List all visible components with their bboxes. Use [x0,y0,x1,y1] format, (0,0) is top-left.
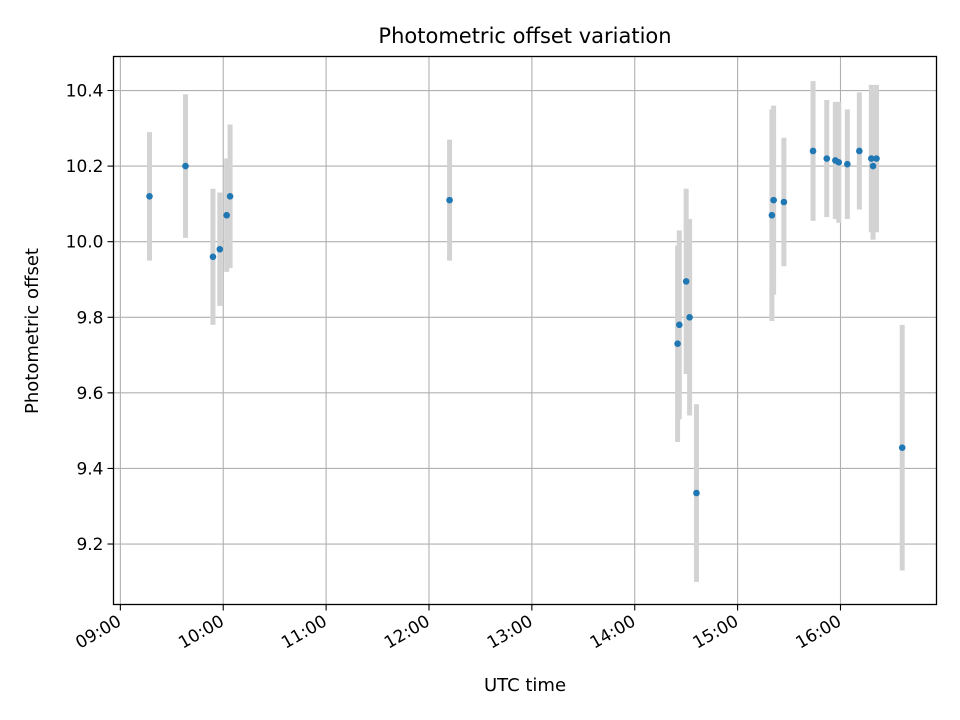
data-point [223,211,230,219]
data-point [768,211,776,219]
x-tick-label: 09:00 [72,612,124,654]
data-point [898,444,906,451]
data-point [209,253,217,261]
errorbars [147,81,905,582]
y-tick-label: 9.6 [76,384,103,404]
data-point [856,147,863,155]
data-point [446,196,453,204]
chart-title: Photometric offset variation [378,24,671,48]
y-tick-label: 9.2 [76,535,103,555]
x-tick-label: 11:00 [278,612,330,654]
y-tick-label: 9.4 [76,459,103,479]
data-point [226,193,234,200]
data-point [823,155,831,162]
data-point [682,278,690,285]
data-point [809,147,817,155]
y-axis: 9.2 9.4 9.6 9.8 10.0 10.2 10.4 [66,82,114,555]
data-point [146,193,153,200]
y-axis-title: Photometric offset [22,248,43,414]
y-tick-label: 9.8 [76,308,103,328]
data-point [693,489,700,497]
data-point [676,321,683,329]
data-point [216,245,224,253]
x-tick-label: 12:00 [381,612,433,654]
y-tick-label: 10.0 [66,233,104,253]
grid [113,56,937,605]
x-axis: 09:00 10:00 11:00 12:00 13:00 14:00 15:00 16:00 [72,604,845,654]
data-point [869,162,877,170]
data-point [182,162,189,170]
x-tick-label: 15:00 [690,612,742,654]
plot-frame [112,55,938,606]
data-point [873,155,880,162]
x-axis-title: UTC time [484,675,566,696]
data-point [686,313,693,321]
y-tick-label: 10.2 [66,157,104,177]
data-point [868,155,875,162]
x-tick-label: 16:00 [793,612,845,654]
data-point [674,340,681,348]
data-point [835,159,843,166]
data-point [844,160,851,168]
x-tick-label: 13:00 [484,612,536,654]
data-point [780,198,788,206]
x-tick-label: 14:00 [587,612,639,654]
y-tick-label: 10.4 [66,82,104,102]
data-point [770,196,777,204]
x-tick-label: 10:00 [175,612,227,654]
data-points [146,147,906,497]
